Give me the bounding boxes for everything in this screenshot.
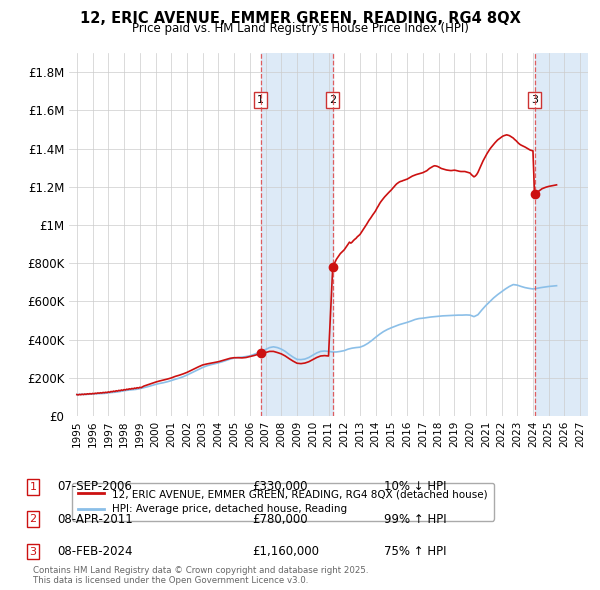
Text: 2: 2: [29, 514, 37, 524]
Text: 75% ↑ HPI: 75% ↑ HPI: [384, 545, 446, 558]
Text: Price paid vs. HM Land Registry's House Price Index (HPI): Price paid vs. HM Land Registry's House …: [131, 22, 469, 35]
Text: 1: 1: [29, 482, 37, 491]
Text: 08-APR-2011: 08-APR-2011: [57, 513, 133, 526]
Bar: [260, 53, 333, 416]
Text: 99% ↑ HPI: 99% ↑ HPI: [384, 513, 446, 526]
Text: 12, ERIC AVENUE, EMMER GREEN, READING, RG4 8QX: 12, ERIC AVENUE, EMMER GREEN, READING, R…: [80, 11, 520, 25]
Text: 08-FEB-2024: 08-FEB-2024: [57, 545, 133, 558]
Text: 1: 1: [257, 95, 264, 105]
Text: 3: 3: [531, 95, 538, 105]
Bar: [535, 53, 588, 416]
Bar: [548, 53, 588, 416]
Text: £780,000: £780,000: [252, 513, 308, 526]
Text: £330,000: £330,000: [252, 480, 308, 493]
Legend: 12, ERIC AVENUE, EMMER GREEN, READING, RG4 8QX (detached house), HPI: Average pr: 12, ERIC AVENUE, EMMER GREEN, READING, R…: [71, 483, 494, 520]
Text: 07-SEP-2006: 07-SEP-2006: [57, 480, 132, 493]
Text: Contains HM Land Registry data © Crown copyright and database right 2025.
This d: Contains HM Land Registry data © Crown c…: [33, 566, 368, 585]
Text: 2: 2: [329, 95, 337, 105]
Text: 3: 3: [29, 547, 37, 556]
Text: 10% ↓ HPI: 10% ↓ HPI: [384, 480, 446, 493]
Text: £1,160,000: £1,160,000: [252, 545, 319, 558]
